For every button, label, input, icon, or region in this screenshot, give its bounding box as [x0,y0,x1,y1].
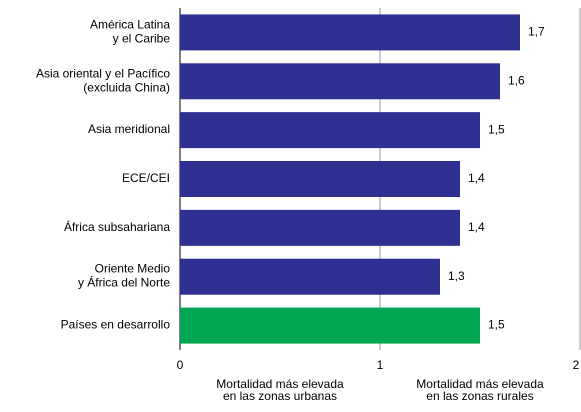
bar [180,209,460,246]
bar [180,258,440,295]
bar [180,14,520,51]
y-tick-label: ECE/CEI [122,171,170,185]
category-line: Asia oriental y el Pacífico [36,66,170,80]
y-tick-label: América Latina y el Caribe [90,18,170,46]
bar [180,307,480,344]
bar [180,112,480,149]
annotation-line: en las zonas rurales [426,389,533,403]
category-line: América Latina [90,18,170,32]
value-label: 1,3 [448,269,465,283]
value-label: 1,5 [488,122,505,136]
category-line: y África del Norte [78,275,170,290]
value-label: 1,6 [508,73,525,87]
y-tick-label: Asia meridional [88,122,170,136]
category-line: y el Caribe [113,32,171,46]
y-tick-label: África subsahariana [64,219,170,234]
y-tick-label: Oriente Medio y África del Norte [78,262,170,290]
category-line: ECE/CEI [122,171,170,185]
bar [180,63,500,100]
category-line: (excluida China) [83,80,170,94]
x-tick-label: 2 [573,358,580,372]
category-line: África subsahariana [64,219,170,234]
category-line: Oriente Medio [95,262,171,276]
category-line: Países en desarrollo [61,318,171,332]
value-label: 1,4 [468,220,485,234]
annotation-line: Mortalidad más elevada [216,377,344,391]
value-label: 1,7 [528,25,545,39]
x-tick-label: 1 [377,358,384,372]
annotation-line: Mortalidad más elevada [416,377,544,391]
y-tick-label: Asia oriental y el Pacífico (excluida Chi… [36,66,170,94]
category-line: Asia meridional [88,122,170,136]
x-tick-label: 0 [177,358,184,372]
y-tick-label: Países en desarrollo [61,318,171,332]
value-label: 1,4 [468,171,485,185]
value-label: 1,5 [488,318,505,332]
x-axis-annotation: Mortalidad más elevada en las zonas urban… [216,377,344,403]
annotation-line: en las zonas urbanas [223,389,337,403]
bar [180,161,460,197]
x-axis-annotation: Mortalidad más elevada en las zonas rural… [416,377,544,403]
